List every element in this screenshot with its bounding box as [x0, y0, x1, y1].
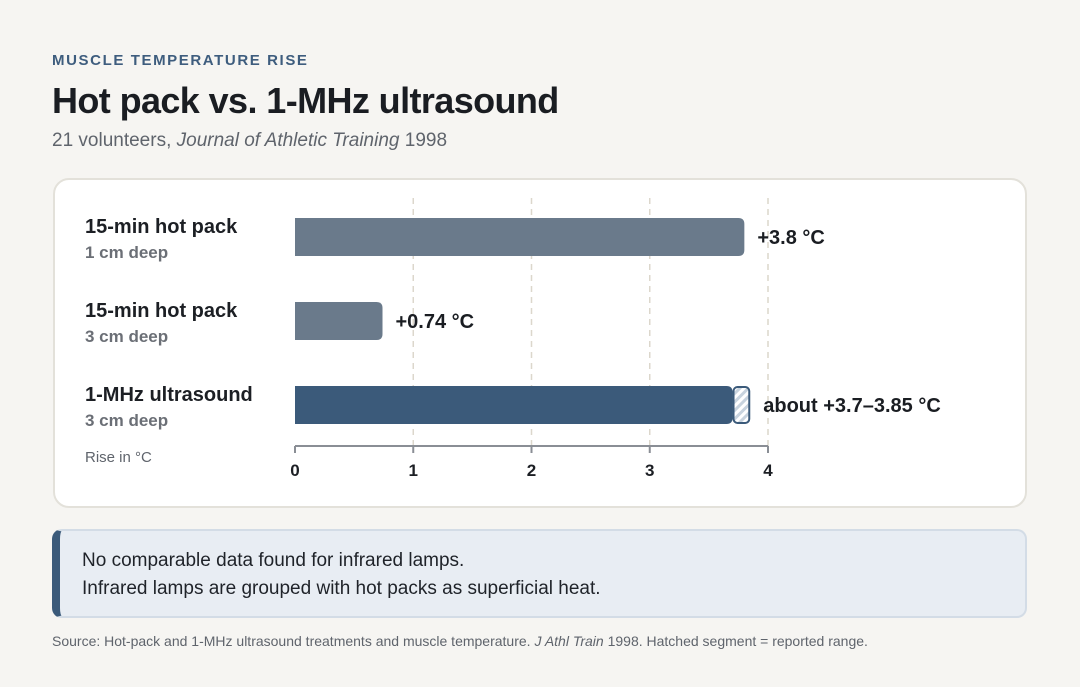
- data-label: about +3.7–3.85 °C: [763, 395, 941, 417]
- source-journal: J Athl Train: [534, 633, 604, 649]
- subtitle-year: 1998: [399, 130, 448, 151]
- source-suffix: 1998. Hatched segment = reported range.: [603, 633, 868, 649]
- x-tick-label: 1: [409, 461, 418, 480]
- eyebrow: MUSCLE TEMPERATURE RISE: [52, 52, 309, 69]
- x-tick-label: 3: [645, 461, 654, 480]
- page-title: Hot pack vs. 1-MHz ultrasound: [52, 80, 559, 121]
- bar-chart: 15-min hot pack 1 cm deep +3.8 °C 15-min ho…: [85, 198, 941, 480]
- x-tick-label: 0: [290, 461, 299, 480]
- note-box: No comparable data found for infrared la…: [52, 529, 1027, 618]
- bar-depth-label: 3 cm deep: [85, 327, 168, 346]
- bar-category-label: 15-min hot pack: [85, 216, 238, 238]
- chart-card: 15-min hot pack 1 cm deep +3.8 °C 15-min ho…: [53, 178, 1027, 508]
- bar-depth-label: 1 cm deep: [85, 243, 168, 262]
- source-prefix: Source: Hot-pack and 1-MHz ultrasound tr…: [52, 633, 535, 649]
- source-note: Source: Hot-pack and 1-MHz ultrasound tr…: [52, 633, 868, 649]
- x-tick-label: 4: [763, 461, 773, 480]
- bar-depth-label: 3 cm deep: [85, 411, 168, 430]
- page-subtitle: 21 volunteers, Journal of Athletic Train…: [52, 130, 447, 152]
- x-tick-label: 2: [527, 461, 536, 480]
- subtitle-prefix: 21 volunteers,: [52, 130, 177, 151]
- bar: [295, 218, 745, 256]
- subtitle-journal: Journal of Athletic Training: [176, 130, 400, 151]
- range-segment: [732, 386, 751, 424]
- bar: [295, 386, 733, 424]
- bar: [295, 302, 383, 340]
- x-axis-title: Rise in °C: [85, 449, 152, 466]
- data-label: +3.8 °C: [757, 227, 824, 249]
- bar-category-label: 15-min hot pack: [85, 300, 238, 322]
- note-line-2: Infrared lamps are grouped with hot pack…: [82, 578, 601, 599]
- note-line-1: No comparable data found for infrared la…: [82, 550, 465, 571]
- data-label: +0.74 °C: [396, 311, 475, 333]
- bar-category-label: 1-MHz ultrasound: [85, 384, 253, 406]
